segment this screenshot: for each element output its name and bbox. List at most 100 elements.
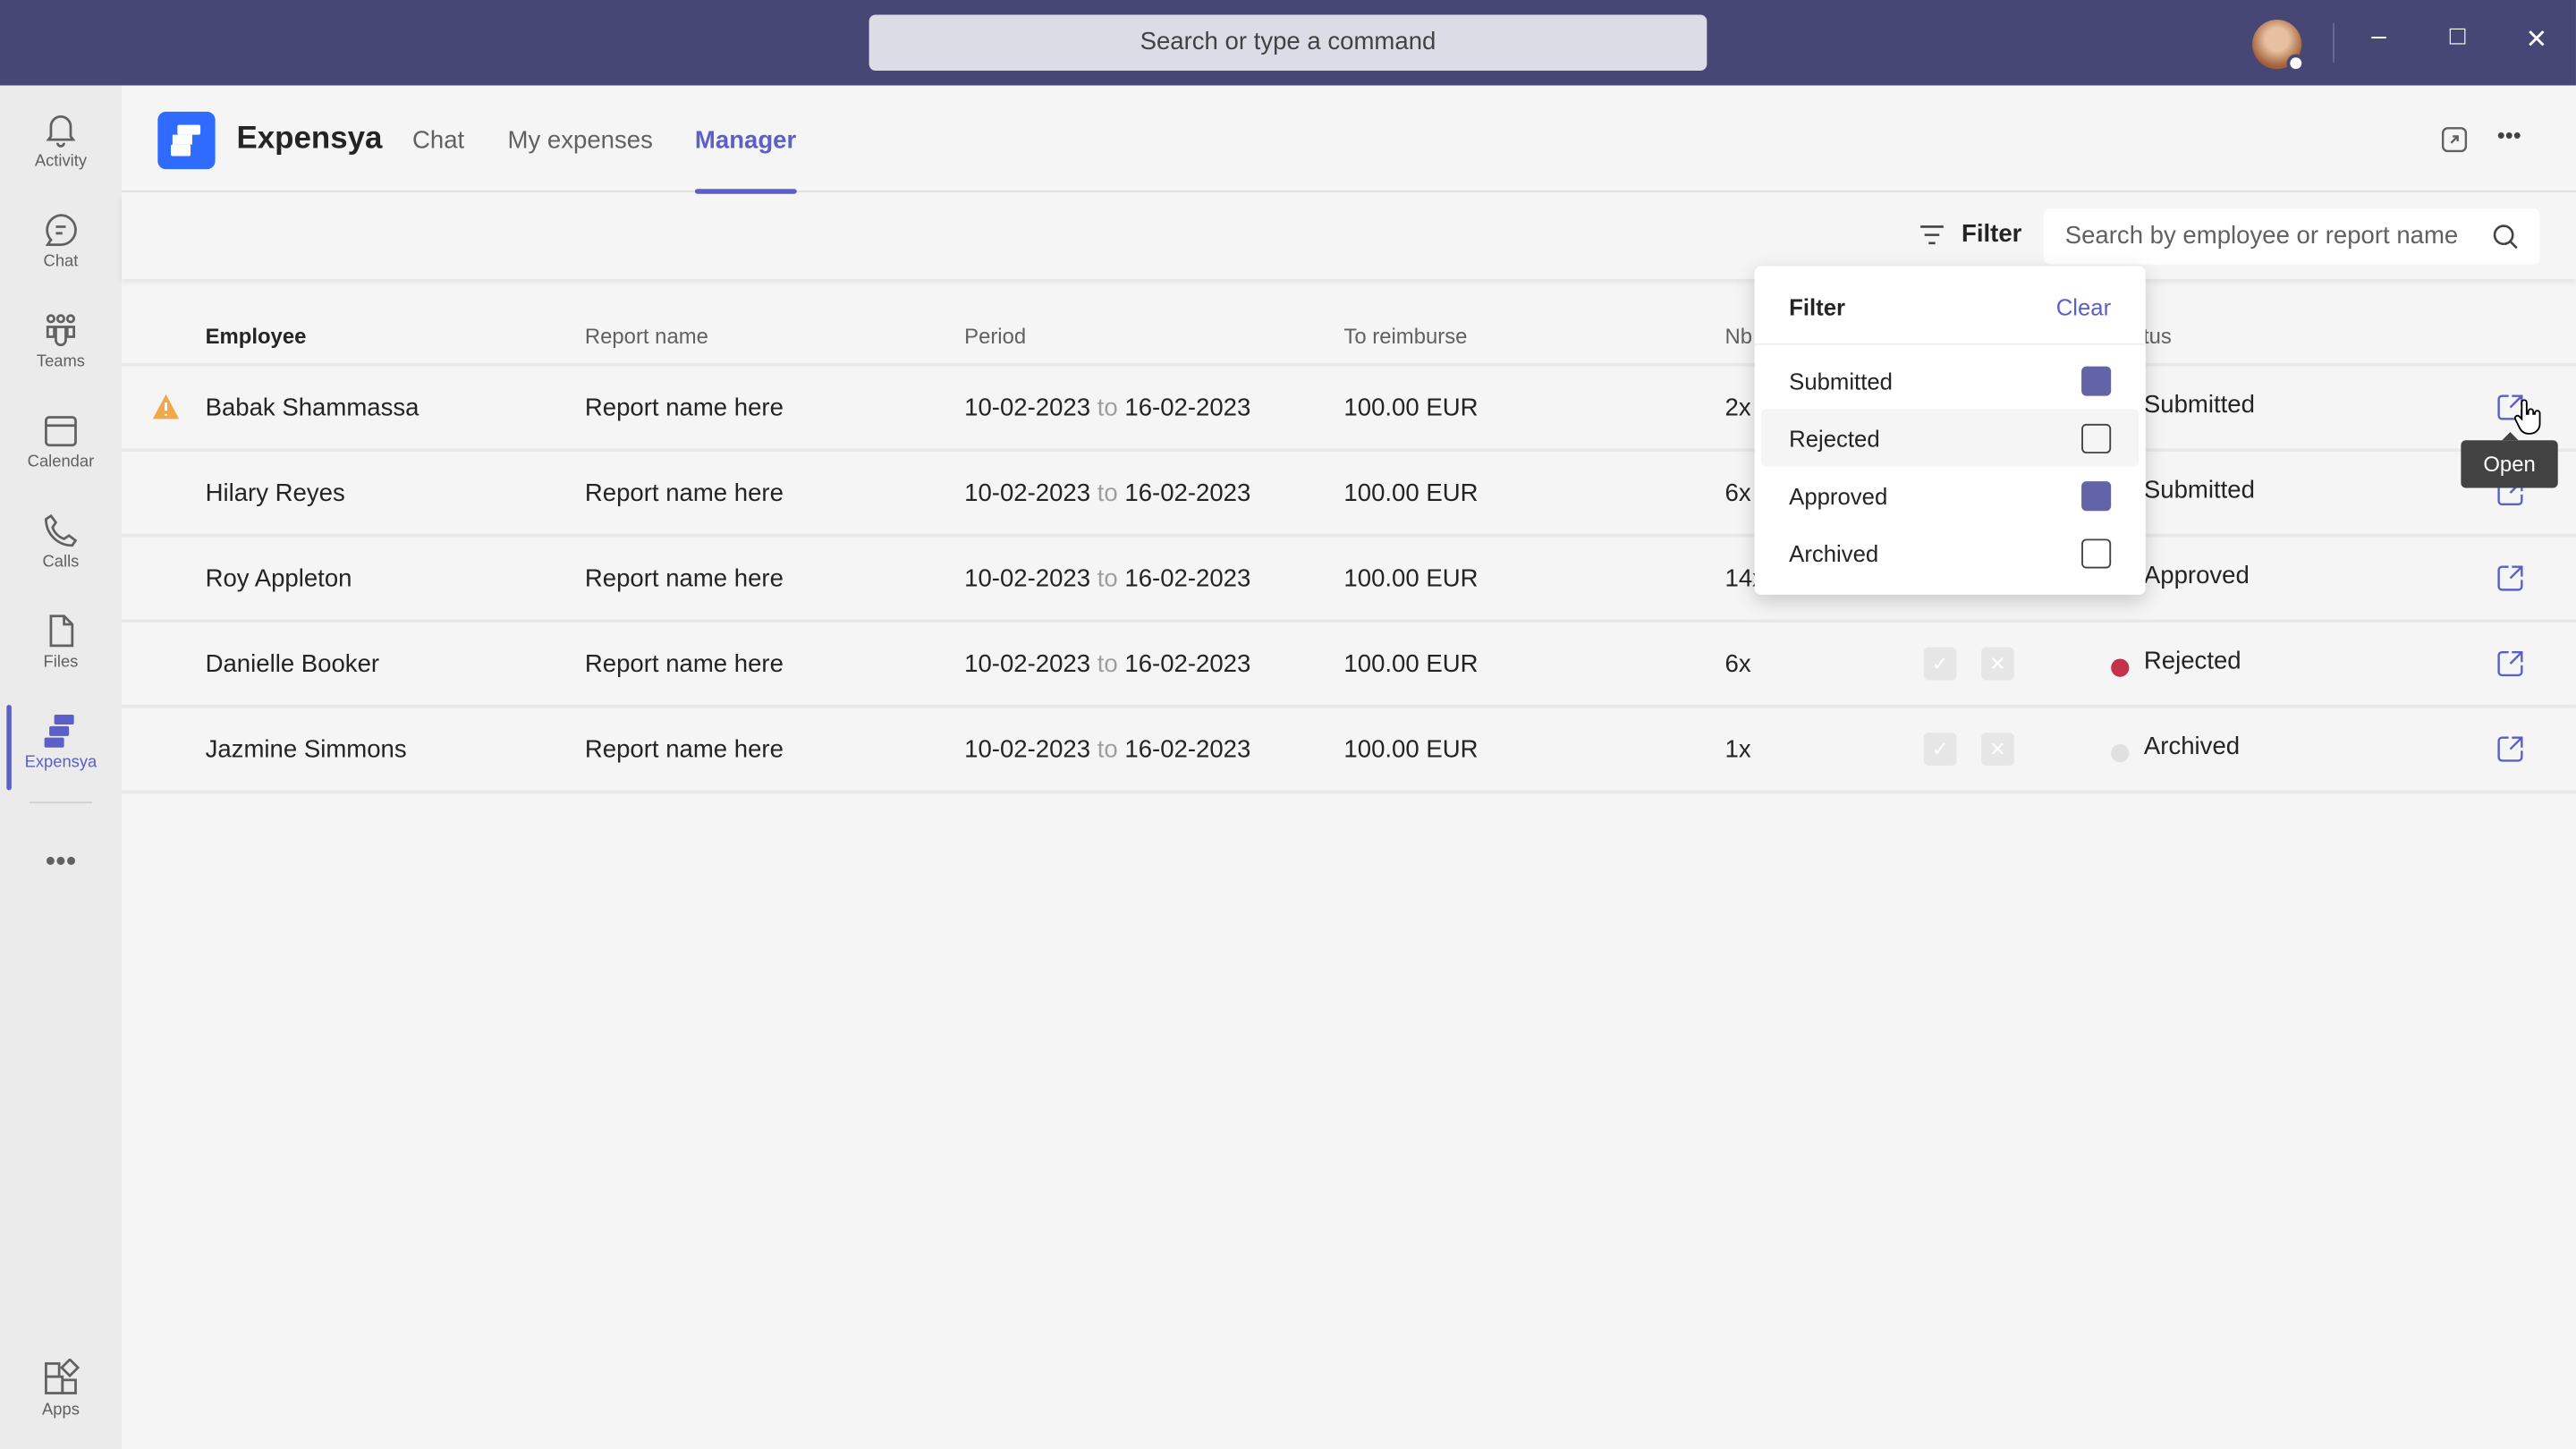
table-row[interactable]: Hilary Reyes Report name here 10-02-2023 t… <box>121 452 2576 538</box>
reject-button[interactable]: ✕ <box>1981 733 2014 766</box>
tab-my-expenses[interactable]: My expenses <box>507 126 653 155</box>
rail-item-teams[interactable]: Teams <box>0 310 122 371</box>
reject-button[interactable]: ✕ <box>1981 647 2014 681</box>
search-placeholder: Search by employee or report name <box>2064 221 2459 250</box>
filter-button[interactable]: Filter <box>1919 220 2021 248</box>
report-name: Report name here <box>584 394 784 423</box>
open-report-icon[interactable] <box>2497 565 2523 591</box>
reports-table: Employee Report name Period To reimburse… <box>121 296 2576 794</box>
teams-icon <box>46 314 76 347</box>
rail-item-files[interactable]: Files <box>0 611 122 672</box>
search-icon[interactable] <box>2492 224 2518 250</box>
period-from: 10-02-2023 <box>964 479 1091 508</box>
hand-cursor-icon <box>2513 399 2541 435</box>
filter-option-label: Archived <box>1789 540 1879 567</box>
file-icon <box>49 614 74 648</box>
col-employee[interactable]: Employee <box>205 323 307 349</box>
checkbox[interactable] <box>2081 481 2112 512</box>
employee-name: Roy Appleton <box>205 564 352 594</box>
clear-filter-link[interactable]: Clear <box>2055 293 2112 321</box>
period-separator: to <box>1097 564 1118 594</box>
filter-title: Filter <box>1789 293 1846 321</box>
approve-button[interactable]: ✓ <box>1923 733 1957 766</box>
filter-option-label: Submitted <box>1789 368 1893 394</box>
table-row[interactable]: Jazmine Simmons Report name here 10-02-202… <box>121 708 2576 794</box>
table-row[interactable]: Danielle Booker Report name here 10-02-202… <box>121 623 2576 708</box>
tab-chat[interactable]: Chat <box>412 126 465 155</box>
rail-item-calls[interactable]: Calls <box>0 511 122 572</box>
col-to-reimburse[interactable]: To reimburse <box>1343 323 1468 349</box>
phone-icon <box>45 513 78 547</box>
filter-option-archived[interactable]: Archived <box>1761 524 2139 581</box>
table-header: Employee Report name Period To reimburse… <box>121 296 2576 367</box>
amount: 100.00 EUR <box>1343 479 1479 508</box>
close-icon[interactable]: ✕ <box>2525 26 2548 55</box>
more-apps-icon[interactable]: ••• <box>45 844 77 877</box>
tab-manager[interactable]: Manager <box>694 126 797 194</box>
period-separator: to <box>1097 394 1118 423</box>
amount: 100.00 EUR <box>1343 735 1479 765</box>
apps-icon <box>45 1358 80 1394</box>
rail-item-chat[interactable]: Chat <box>0 210 122 271</box>
col-nb[interactable]: Nb <box>1724 323 1753 349</box>
period-to: 16-02-2023 <box>1124 394 1251 423</box>
popout-icon[interactable] <box>2441 126 2468 153</box>
open-report-icon[interactable] <box>2497 650 2523 677</box>
employee-name: Hilary Reyes <box>205 479 345 508</box>
more-options-icon[interactable]: ••• <box>2496 121 2521 148</box>
period-to: 16-02-2023 <box>1124 650 1251 679</box>
filter-icon <box>1920 225 1944 245</box>
employee-name: Jazmine Simmons <box>205 735 407 765</box>
table-row[interactable]: Babak Shammassa Report name here 10-02-202… <box>121 367 2576 453</box>
report-name: Report name here <box>584 650 784 679</box>
amount: 100.00 EUR <box>1343 650 1479 679</box>
employee-search-input[interactable]: Search by employee or report name <box>2043 208 2540 265</box>
status-text: Submitted <box>2143 476 2255 504</box>
rail-label: Apps <box>42 1401 80 1419</box>
minimize-icon[interactable]: – <box>2371 22 2386 51</box>
rail-item-calendar[interactable]: Calendar <box>0 411 122 471</box>
checkbox[interactable] <box>2081 366 2112 396</box>
open-tooltip: Open <box>2461 432 2558 488</box>
period: 10-02-2023 to 16-02-2023 <box>964 565 1250 593</box>
avatar[interactable] <box>2252 20 2305 72</box>
period-from: 10-02-2023 <box>964 394 1091 423</box>
rail-label: Activity <box>34 152 88 172</box>
col-report-name[interactable]: Report name <box>584 323 708 349</box>
maximize-icon[interactable]: □ <box>2449 22 2466 51</box>
checkbox[interactable] <box>2081 538 2112 569</box>
filter-option-rejected[interactable]: Rejected <box>1760 409 2140 467</box>
period-from: 10-02-2023 <box>964 735 1091 765</box>
rail-label: Files <box>43 654 79 673</box>
status-text: Archived <box>2143 733 2241 761</box>
status-text: Submitted <box>2143 391 2255 419</box>
receipt-count: 6x <box>1724 479 1751 508</box>
period-from: 10-02-2023 <box>964 650 1091 679</box>
divider <box>2333 22 2334 63</box>
open-report-icon[interactable] <box>2497 736 2523 762</box>
rail-label: Expensya <box>24 754 97 773</box>
status-text: Approved <box>2143 562 2250 590</box>
filter-option-submitted[interactable]: Submitted <box>1761 352 2139 409</box>
command-search[interactable]: Search or type a command <box>869 14 1707 71</box>
filter-option-label: Rejected <box>1789 425 1880 453</box>
col-period[interactable]: Period <box>964 323 1027 349</box>
checkbox[interactable] <box>2081 423 2112 453</box>
report-name: Report name here <box>584 479 784 508</box>
status-dot <box>2111 658 2130 677</box>
period-to: 16-02-2023 <box>1124 735 1251 765</box>
status-text: Rejected <box>2143 647 2241 675</box>
rail-item-activity[interactable]: Activity <box>0 110 122 171</box>
rail-item-apps[interactable]: Apps <box>0 1358 122 1419</box>
expensya-logo <box>157 111 216 170</box>
rail-label: Calendar <box>27 453 95 472</box>
filter-option-approved[interactable]: Approved <box>1761 467 2139 524</box>
rail-item-expensya[interactable]: Expensya <box>0 704 122 791</box>
report-name: Report name here <box>584 564 784 594</box>
period: 10-02-2023 to 16-02-2023 <box>964 394 1250 422</box>
amount: 100.00 EUR <box>1343 394 1479 423</box>
table-row[interactable]: Roy Appleton Report name here 10-02-2023 t… <box>121 538 2576 623</box>
approve-button[interactable]: ✓ <box>1923 647 1957 681</box>
warning-icon <box>152 394 180 419</box>
divider <box>30 801 92 804</box>
